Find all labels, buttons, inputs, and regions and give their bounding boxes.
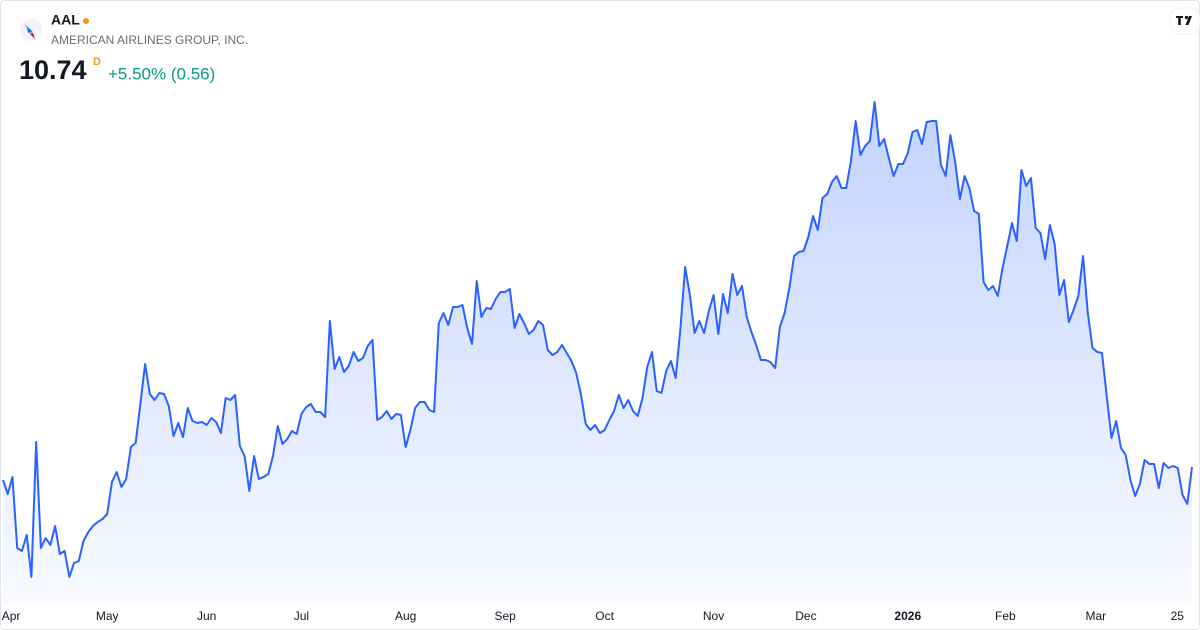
x-tick-label: Jun [197, 609, 216, 623]
x-tick-label: Dec [795, 609, 816, 623]
x-tick-label: Apr [2, 609, 21, 623]
company-name: AMERICAN AIRLINES GROUP, INC. [51, 33, 248, 47]
x-tick-label: 25 [1171, 609, 1185, 623]
resolution: D [93, 56, 101, 68]
last-price: 10.74 [19, 55, 87, 85]
x-tick-label: Jul [294, 609, 309, 623]
price-line [2, 101, 1193, 578]
symbol[interactable]: AAL [51, 12, 80, 28]
status-dot [83, 18, 89, 24]
plot: Apr May Jun Jul Aug Sep Oct Nov Dec 2026 Feb Mar 25 [2, 101, 1193, 623]
tv-logo[interactable] [1169, 7, 1200, 35]
price-change: +5.50% (0.56) [108, 64, 215, 83]
area-fill [3, 102, 1192, 604]
x-tick-label: Feb [995, 609, 1016, 623]
x-tick-label: Oct [595, 609, 614, 623]
x-tick-label: Mar [1086, 609, 1107, 623]
x-tick-label: Sep [494, 609, 516, 623]
logo [20, 19, 42, 41]
x-tick-label: Nov [703, 609, 724, 623]
x-tick-label: 2026 [894, 609, 921, 623]
x-tick-label: May [96, 609, 119, 623]
x-tick-label: Aug [395, 609, 416, 623]
